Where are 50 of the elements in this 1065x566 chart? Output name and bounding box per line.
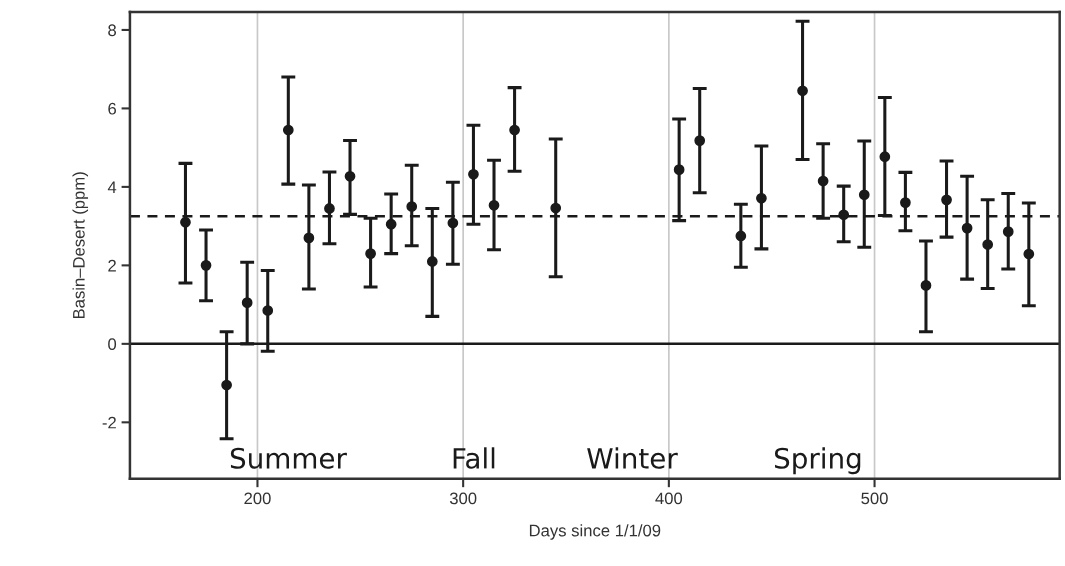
point [858, 189, 870, 201]
point [838, 209, 850, 221]
point [756, 192, 767, 204]
point [694, 135, 706, 146]
point [200, 260, 212, 271]
annotation: Winter [587, 447, 678, 469]
x-tick-label: 500 [861, 492, 888, 505]
point [426, 256, 438, 267]
point [879, 151, 891, 163]
point [447, 217, 459, 229]
point [365, 248, 376, 259]
point [509, 124, 520, 136]
y-tick-label: 0 [108, 338, 117, 351]
point [406, 201, 418, 212]
point [673, 164, 685, 175]
point [282, 124, 294, 136]
point [920, 280, 932, 291]
point [941, 194, 952, 206]
point [180, 216, 191, 228]
point [262, 305, 274, 316]
y-tick-label: 4 [107, 181, 117, 193]
point [797, 85, 808, 97]
point [961, 222, 973, 234]
x-axis-title: Days since 1/1/09 [529, 524, 661, 540]
y-tick-label: 2 [108, 259, 116, 272]
y-tick-label: 8 [108, 24, 117, 37]
point [385, 218, 397, 230]
point [241, 297, 253, 309]
point [735, 230, 747, 242]
point [900, 197, 911, 208]
point [324, 203, 335, 214]
annotation: Spring [774, 447, 861, 475]
point [468, 168, 479, 180]
point [550, 202, 562, 214]
annotation: Summer [230, 447, 347, 469]
point [817, 175, 829, 187]
point [982, 239, 994, 250]
x-tick-label: 200 [244, 492, 271, 505]
y-axis-title: Basin–Desert (ppm) [72, 172, 89, 319]
annotation: Fall [453, 447, 495, 469]
point [488, 199, 500, 211]
y-tick-label: -2 [102, 416, 116, 429]
point [303, 232, 315, 244]
point [344, 170, 356, 182]
point [221, 379, 232, 391]
point [1002, 226, 1014, 237]
point [1023, 248, 1035, 260]
y-tick-label: 6 [108, 102, 116, 115]
x-tick-label: 400 [655, 492, 683, 505]
x-tick-label: 300 [449, 492, 477, 505]
